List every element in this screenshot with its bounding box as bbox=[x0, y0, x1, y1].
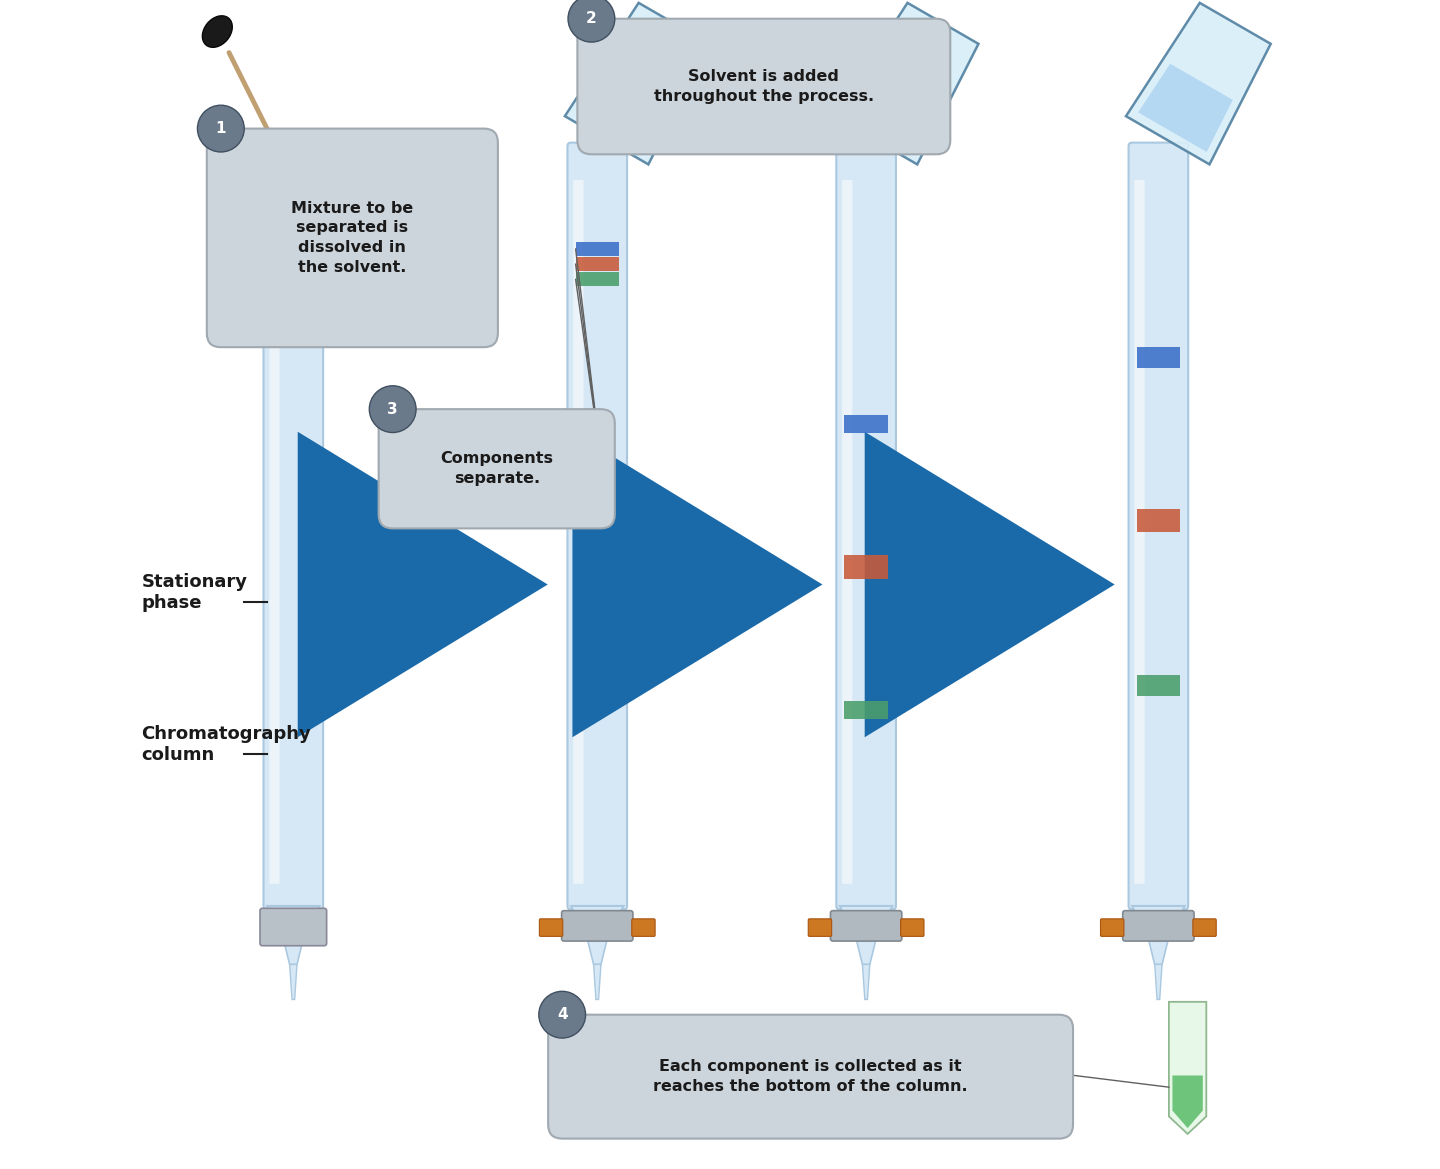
Text: Chromatography
column: Chromatography column bbox=[141, 725, 311, 763]
Circle shape bbox=[369, 386, 416, 433]
Text: Solvent is added
throughout the process.: Solvent is added throughout the process. bbox=[654, 69, 874, 104]
Bar bbox=[844, 415, 887, 433]
Circle shape bbox=[197, 105, 245, 152]
Text: 3: 3 bbox=[387, 402, 397, 416]
Polygon shape bbox=[593, 964, 600, 999]
FancyBboxPatch shape bbox=[1192, 919, 1217, 936]
FancyBboxPatch shape bbox=[577, 19, 950, 154]
Polygon shape bbox=[863, 964, 870, 999]
Text: Each component is collected as it
reaches the bottom of the column.: Each component is collected as it reache… bbox=[654, 1059, 968, 1094]
FancyBboxPatch shape bbox=[562, 911, 634, 941]
Polygon shape bbox=[1172, 1075, 1202, 1128]
FancyBboxPatch shape bbox=[540, 919, 563, 936]
Text: Components
separate.: Components separate. bbox=[441, 451, 553, 486]
FancyBboxPatch shape bbox=[900, 919, 924, 936]
Polygon shape bbox=[857, 941, 876, 964]
Polygon shape bbox=[289, 964, 297, 999]
Polygon shape bbox=[266, 906, 320, 941]
FancyBboxPatch shape bbox=[831, 911, 901, 941]
Bar bbox=[576, 272, 619, 286]
Text: 2: 2 bbox=[586, 12, 596, 26]
Polygon shape bbox=[564, 2, 710, 165]
Polygon shape bbox=[834, 2, 979, 165]
FancyBboxPatch shape bbox=[1129, 143, 1188, 909]
Polygon shape bbox=[284, 941, 302, 964]
Text: 4: 4 bbox=[557, 1008, 567, 1022]
FancyBboxPatch shape bbox=[808, 919, 832, 936]
FancyBboxPatch shape bbox=[261, 908, 327, 946]
FancyBboxPatch shape bbox=[1123, 911, 1194, 941]
Polygon shape bbox=[1169, 1002, 1207, 1134]
Polygon shape bbox=[1126, 2, 1270, 165]
Polygon shape bbox=[577, 64, 671, 152]
Bar bbox=[576, 257, 619, 271]
FancyBboxPatch shape bbox=[632, 919, 655, 936]
Circle shape bbox=[567, 0, 615, 42]
Bar bbox=[1136, 347, 1179, 368]
Polygon shape bbox=[840, 906, 893, 941]
FancyBboxPatch shape bbox=[264, 143, 323, 909]
FancyBboxPatch shape bbox=[1100, 919, 1123, 936]
FancyBboxPatch shape bbox=[842, 180, 852, 884]
FancyBboxPatch shape bbox=[1135, 180, 1145, 884]
Text: Mixture to be
separated is
dissolved in
the solvent.: Mixture to be separated is dissolved in … bbox=[291, 201, 413, 275]
Polygon shape bbox=[845, 64, 940, 152]
FancyBboxPatch shape bbox=[207, 129, 498, 347]
Polygon shape bbox=[1138, 64, 1233, 152]
FancyBboxPatch shape bbox=[837, 143, 896, 909]
FancyBboxPatch shape bbox=[573, 180, 583, 884]
Circle shape bbox=[539, 991, 586, 1038]
Bar bbox=[1136, 675, 1179, 696]
Bar bbox=[844, 555, 887, 579]
FancyBboxPatch shape bbox=[549, 1015, 1073, 1139]
Polygon shape bbox=[588, 941, 606, 964]
Polygon shape bbox=[1155, 964, 1162, 999]
Polygon shape bbox=[570, 906, 624, 941]
FancyBboxPatch shape bbox=[269, 180, 279, 884]
Polygon shape bbox=[1149, 941, 1168, 964]
Text: Stationary
phase: Stationary phase bbox=[141, 573, 248, 611]
FancyBboxPatch shape bbox=[379, 409, 615, 528]
Bar bbox=[1136, 509, 1179, 532]
Ellipse shape bbox=[203, 16, 232, 47]
Bar bbox=[576, 242, 619, 256]
Polygon shape bbox=[1132, 906, 1185, 941]
Bar bbox=[844, 701, 887, 719]
FancyBboxPatch shape bbox=[567, 143, 626, 909]
Text: 1: 1 bbox=[216, 122, 226, 136]
